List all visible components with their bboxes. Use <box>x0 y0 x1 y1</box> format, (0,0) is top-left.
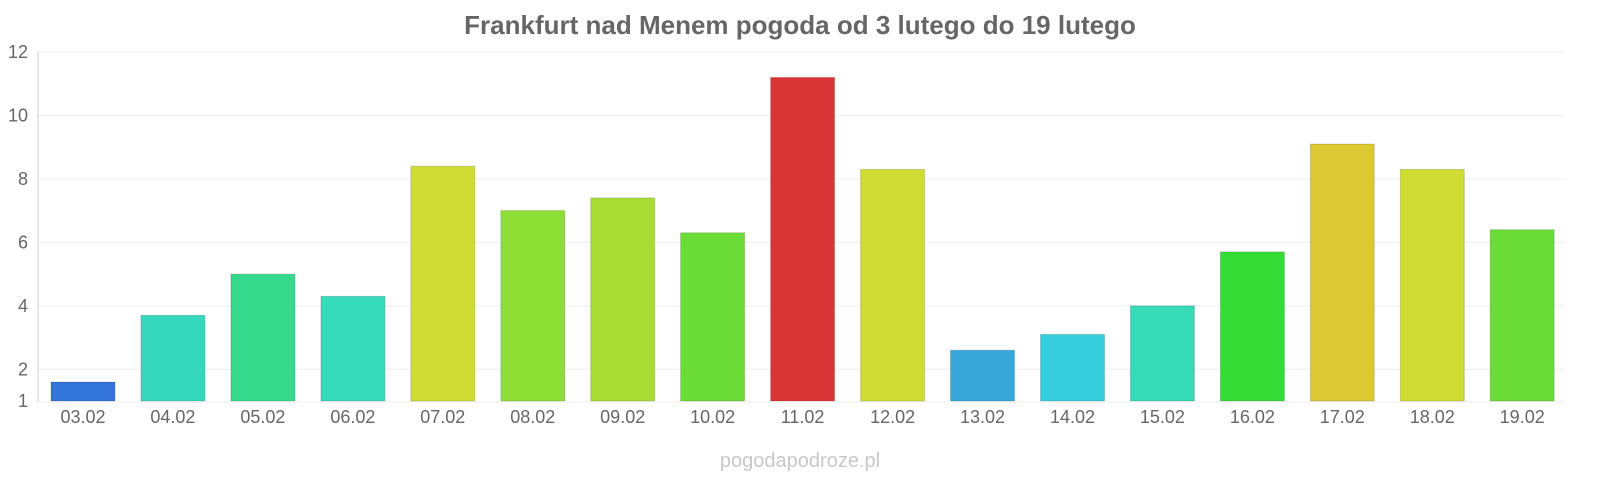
x-tick-label: 04.02 <box>150 407 195 427</box>
bar-17.02 <box>1309 143 1375 402</box>
bar-12.02 <box>860 168 926 402</box>
x-tick-label: 06.02 <box>330 407 375 427</box>
x-tick-label: 13.02 <box>960 407 1005 427</box>
bar-06.02 <box>320 295 386 402</box>
x-tick-label: 11.02 <box>781 407 825 427</box>
x-tick-label: 14.02 <box>1050 407 1095 427</box>
axes <box>37 52 1565 403</box>
x-tick-label: 18.02 <box>1410 407 1455 427</box>
x-tick-label: 09.02 <box>600 407 645 427</box>
y-tick-label: 4 <box>18 296 28 316</box>
chart-title: Frankfurt nad Menem pogoda od 3 lutego d… <box>464 10 1136 40</box>
bar-18.02 <box>1399 168 1465 402</box>
x-tick-label: 10.02 <box>690 407 735 427</box>
x-tick-label: 15.02 <box>1140 407 1185 427</box>
bar-15.02 <box>1129 305 1195 402</box>
y-tick-label: 10 <box>8 105 28 125</box>
bars <box>50 76 1555 402</box>
y-tick-label: 2 <box>18 359 28 379</box>
x-tick-label: 05.02 <box>240 407 285 427</box>
y-tick-label: 8 <box>18 169 28 189</box>
bar-13.02 <box>950 349 1015 402</box>
x-tick-label: 16.02 <box>1230 407 1275 427</box>
y-tick-label: 6 <box>18 232 28 252</box>
bar-16.02 <box>1219 251 1285 402</box>
bar-03.02 <box>50 381 116 402</box>
bar-08.02 <box>500 210 566 402</box>
bar-04.02 <box>140 314 206 402</box>
watermark: pogodapodroze.pl <box>719 450 881 472</box>
x-tick-label: 12.02 <box>870 407 915 427</box>
bar-05.02 <box>230 273 296 402</box>
bar-07.02 <box>410 165 476 402</box>
bar-19.02 <box>1489 229 1555 402</box>
x-tick-label: 17.02 <box>1320 407 1365 427</box>
y-tick-label: 12 <box>8 42 28 62</box>
x-tick-label: 07.02 <box>420 407 465 427</box>
x-tick-label: 19.02 <box>1500 407 1545 427</box>
x-tick-label: 08.02 <box>510 407 555 427</box>
bar-14.02 <box>1040 333 1105 402</box>
bar-10.02 <box>680 232 746 402</box>
x-tick-label: 03.02 <box>60 407 105 427</box>
y-tick-label: 1 <box>18 391 28 411</box>
bar-09.02 <box>590 197 656 402</box>
bar-11.02 <box>770 76 836 402</box>
